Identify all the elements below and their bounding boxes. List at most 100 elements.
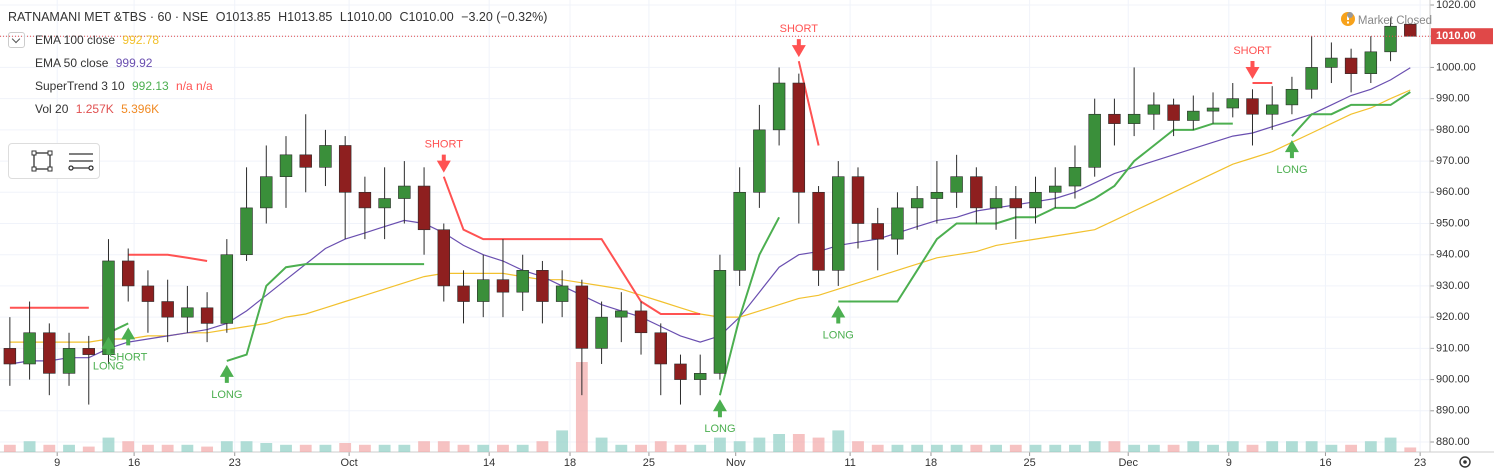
x-tick-label: 23 [1414, 457, 1426, 469]
signal-label: LONG [704, 423, 735, 435]
candle-body [1226, 98, 1239, 109]
candle-body [1344, 57, 1358, 74]
y-tick-label: 1000.00 [1436, 61, 1476, 73]
signal-label: LONG [93, 361, 124, 373]
signal-label: LONG [1276, 164, 1307, 176]
symbol: RATNAMANI MET &TBS · 60 · NSE [8, 10, 209, 24]
candle-body [358, 191, 372, 209]
legend-row: SuperTrend 3 10 992.13 n/a n/a [8, 75, 551, 98]
volume-bar [1029, 444, 1042, 452]
volume-bar [812, 437, 825, 452]
volume-bar [1088, 441, 1101, 452]
candle-body [477, 279, 490, 302]
candle-body [930, 191, 944, 199]
legend-value: 1.257K [75, 102, 114, 116]
signal-arrow [436, 154, 451, 173]
candle-body [1009, 198, 1023, 209]
ohlc-low: L1010.00 [339, 10, 392, 24]
candle-body [634, 310, 648, 334]
candle-body [851, 176, 865, 224]
volume-bar [418, 441, 430, 452]
x-tick-label: Dec [1118, 457, 1138, 469]
volume-bar [1009, 444, 1022, 452]
candle-body [615, 310, 628, 318]
legend-row: EMA 50 close 999.92 [8, 52, 551, 75]
volume-bar [3, 444, 16, 452]
legend-value: 5.396K [121, 102, 160, 116]
collapse-button[interactable] [8, 32, 25, 48]
x-tick-label: 9 [54, 457, 60, 469]
candle-body [279, 154, 293, 177]
signal-label: SHORT [780, 23, 819, 35]
x-tick-label: 16 [128, 457, 140, 469]
x-tick-label: Nov [726, 457, 746, 469]
x-tick-label: 9 [1226, 457, 1232, 469]
candle-body [319, 145, 332, 168]
candle-body [1127, 113, 1141, 124]
candle-body [338, 145, 352, 193]
toolbar-icons [31, 150, 94, 172]
volume-bar [1345, 444, 1358, 452]
candle-body [970, 176, 983, 209]
volume-bar [1364, 441, 1377, 452]
legend-name: Vol 20 [35, 102, 69, 116]
y-tick-label: 970.00 [1436, 155, 1470, 167]
volume-bar [871, 444, 884, 452]
candle-body [43, 332, 56, 374]
volume-bar [1147, 444, 1160, 452]
signal-arrow [1284, 140, 1299, 159]
volume-bar [1049, 444, 1062, 452]
volume-bar [773, 434, 786, 452]
x-tick-label: Oct [341, 457, 358, 469]
candle-body [121, 260, 135, 287]
volume-bar [575, 362, 588, 452]
volume-bar [950, 444, 963, 452]
candle-body [417, 185, 431, 231]
volume-bar [1266, 441, 1279, 452]
volume-bar [201, 446, 214, 452]
volume-bar [142, 444, 154, 452]
volume-bar [63, 444, 75, 452]
volume-bar [260, 443, 273, 452]
y-tick-label: 910.00 [1436, 342, 1470, 354]
y-tick-label: 940.00 [1436, 249, 1470, 261]
settings-button[interactable] [1459, 456, 1471, 468]
volume-bar [1325, 444, 1338, 452]
volume-bar [1187, 441, 1200, 452]
volume-bar [891, 444, 904, 452]
y-tick-label: 960.00 [1436, 186, 1470, 198]
supertrend-down [9, 60, 1273, 315]
y-tick-label: 980.00 [1436, 124, 1470, 136]
status-dot [1346, 12, 1353, 18]
signal-label: SHORT [1233, 45, 1272, 57]
ema-line [9, 67, 1411, 365]
candle-body [378, 198, 391, 209]
volume-bar [1108, 441, 1121, 452]
x-tick-label: 25 [643, 457, 655, 469]
lines-tool[interactable] [68, 153, 94, 171]
volume-bar [753, 437, 766, 452]
candle-body [772, 82, 786, 131]
candle-body [200, 307, 214, 324]
rectangle-tool[interactable] [31, 150, 53, 172]
signal-label: SHORT [425, 139, 464, 151]
candle-body [1364, 51, 1378, 74]
ohlc-change: −3.20 (−0.32%) [461, 10, 548, 24]
candle-body [1147, 104, 1161, 115]
candle-body [1049, 185, 1062, 193]
candle-body [575, 285, 589, 349]
volume-bar [1384, 437, 1397, 452]
volume-bar [1069, 444, 1081, 452]
candle-body [792, 82, 806, 193]
candle-body [733, 191, 746, 271]
candle-body [536, 270, 549, 302]
legend-row: Vol 20 1.257K 5.396K [8, 98, 551, 121]
volume-bar [497, 444, 509, 452]
signal-label: LONG [211, 389, 242, 401]
candle-body [260, 176, 273, 209]
y-tick-label: 900.00 [1436, 373, 1470, 385]
volume-bar [299, 444, 312, 452]
volume-bar [832, 430, 845, 452]
volume-bar [161, 444, 174, 452]
candle-body [1325, 57, 1338, 68]
